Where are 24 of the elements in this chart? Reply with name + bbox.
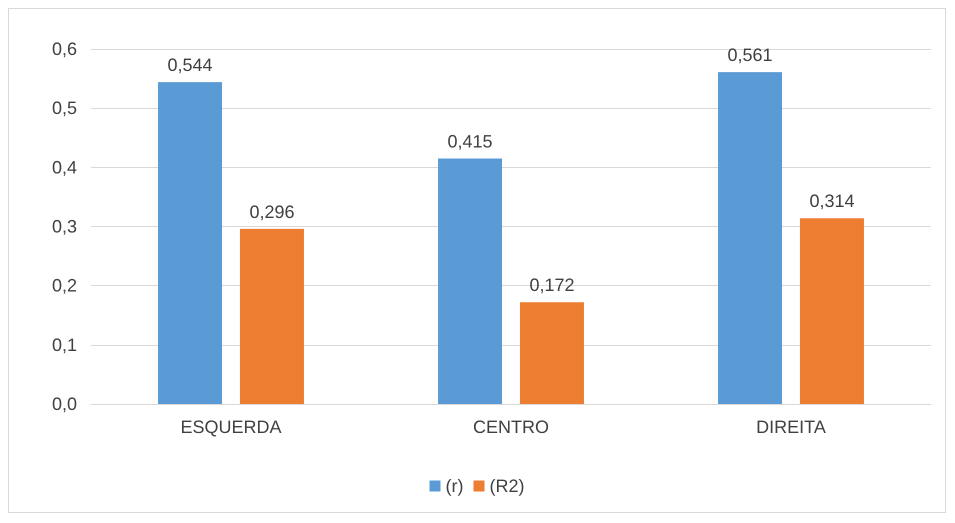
bar: [240, 228, 304, 404]
bar: [718, 72, 782, 404]
x-tick-label: CENTRO: [473, 417, 549, 437]
x-tick-label: DIREITA: [756, 417, 826, 437]
data-label: 0,415: [448, 131, 493, 152]
data-label: 0,561: [728, 45, 773, 66]
x-tick-label: ESQUERDA: [180, 417, 282, 437]
data-label: 0,296: [249, 202, 294, 222]
bar: [158, 82, 222, 404]
y-tick-label: 0,3: [52, 216, 77, 236]
legend-label: (r): [446, 476, 464, 496]
bar: [438, 158, 502, 404]
y-tick-label: 0,1: [52, 334, 77, 355]
bar: [520, 302, 584, 404]
y-tick-label: 0,4: [52, 157, 77, 178]
data-label: 0,544: [168, 55, 213, 76]
y-tick-label: 0,6: [52, 39, 77, 59]
bar: [800, 218, 864, 404]
legend-label: (R2): [489, 476, 524, 496]
y-tick-label: 0,0: [52, 394, 77, 414]
data-label: 0,172: [529, 275, 574, 296]
y-tick-label: 0,5: [52, 98, 77, 118]
y-tick-label: 0,2: [52, 276, 77, 296]
data-label: 0,314: [809, 191, 854, 212]
